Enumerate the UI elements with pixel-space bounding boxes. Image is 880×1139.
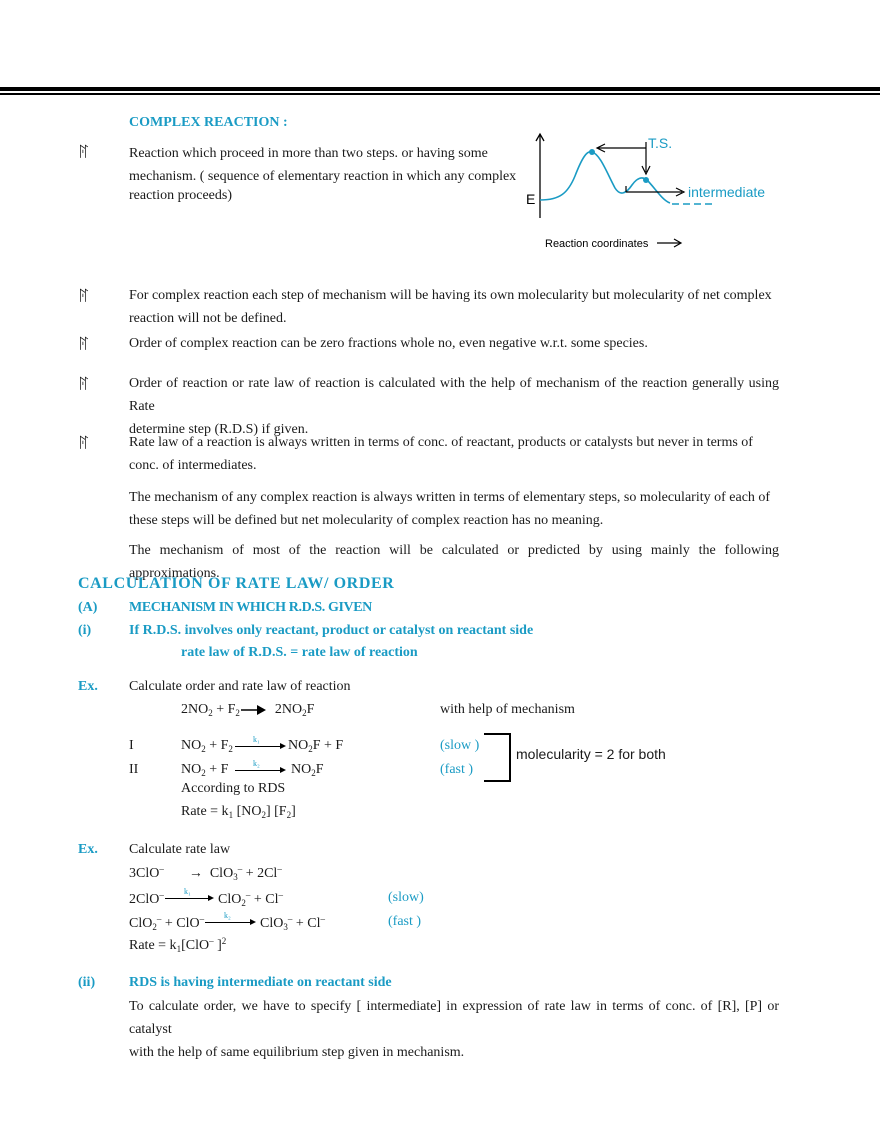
example2-rate-expression: Rate = k1[ClO– ]2 xyxy=(129,936,227,954)
example-label: Ex. xyxy=(78,842,98,857)
example2-overall-reaction: 3ClO– → ClO3– + 2Cl– xyxy=(129,864,282,882)
paragraph-approximations: The mechanism of most of the reaction wi… xyxy=(129,543,779,581)
line: Reaction which proceed in more than two … xyxy=(129,146,488,161)
ex2-step2-fast: (fast ) xyxy=(388,914,422,929)
line: Order of reaction or rate law of reactio… xyxy=(129,376,779,414)
sub-i-label: (i) xyxy=(78,623,92,638)
pointer-intermediate-arrowhead xyxy=(675,187,686,197)
intermediate-label: intermediate xyxy=(688,184,765,200)
example-label: Ex. xyxy=(78,679,98,694)
step1-slow: (slow ) xyxy=(440,738,480,753)
line: For complex reaction each step of mechan… xyxy=(129,288,772,303)
line: reaction proceeds) xyxy=(129,188,232,203)
sub-i-title: If R.D.S. involves only reactant, produc… xyxy=(129,623,534,638)
paragraph-order: Order of complex reaction can be zero fr… xyxy=(129,336,648,351)
step1-arrowhead xyxy=(280,743,286,749)
paragraph-sub-ii: To calculate order, we have to specify [… xyxy=(129,995,779,1064)
heading-complex-reaction: COMPLEX REACTION : xyxy=(129,115,288,130)
ex2-step2-products: ClO3– + Cl– xyxy=(260,914,325,932)
ex2-step2-arrowhead xyxy=(250,919,256,925)
paragraph-molecularity: For complex reaction each step of mechan… xyxy=(129,284,779,330)
rate-constant-k2: k₂ xyxy=(253,759,260,768)
example1-mechanism-note: with help of mechanism xyxy=(440,702,575,717)
x-axis-label: Reaction coordinates xyxy=(545,238,649,250)
molecularity-note: molecularity = 2 for both xyxy=(516,746,666,762)
reaction-arrow-icon xyxy=(241,705,266,715)
intermediate-point xyxy=(643,177,649,183)
line: mechanism. ( sequence of elementary reac… xyxy=(129,169,517,184)
x-axis-arrowhead xyxy=(673,238,683,248)
paragraph-intermediates: Rate law of a reaction is always written… xyxy=(129,431,779,477)
bullet-icon: ꊮ xyxy=(78,437,90,453)
example1-rate-expression: Rate = k1 [NO2] [F2] xyxy=(181,804,296,820)
rate-constant-k2: k₂ xyxy=(224,911,231,920)
paragraph-complex-definition: Reaction which proceed in more than two … xyxy=(129,142,516,207)
line: reaction will not be defined. xyxy=(129,311,287,326)
according-to-rds: According to RDS xyxy=(181,781,286,796)
example2-title: Calculate rate law xyxy=(129,842,231,857)
line: determine step (R.D.S) if given. xyxy=(129,422,309,437)
line: these steps will be defined but net mole… xyxy=(129,513,604,528)
line: with the help of same equilibrium step g… xyxy=(129,1045,465,1060)
bullet-icon: ꊮ xyxy=(78,290,90,306)
ts-label: T.S. xyxy=(648,135,672,151)
line: The mechanism of any complex reaction is… xyxy=(129,490,771,505)
section-a-title: MECHANISM IN WHICH R.D.S. GIVEN xyxy=(129,600,372,615)
step1-arrow-line xyxy=(235,746,281,747)
heading-calculation: CALCULATION OF RATE LAW/ ORDER xyxy=(78,575,395,592)
ex2-step2-reactants: ClO2– + ClO– xyxy=(129,914,205,932)
example1-overall-reaction: 2NO2 + F2 2NO2F xyxy=(181,702,315,718)
ex2-step1-products: ClO2– + Cl– xyxy=(218,890,283,908)
example1-title: Calculate order and rate law of reaction xyxy=(129,679,351,694)
header-rule-thin xyxy=(0,93,880,95)
step2-arrowhead xyxy=(280,767,286,773)
step1-reactants: NO2 + F2 xyxy=(181,738,233,754)
line: Rate law of a reaction is always written… xyxy=(129,435,753,450)
rate-constant-k1: k₁ xyxy=(184,887,191,896)
pointer-ts-arrowhead xyxy=(595,143,606,153)
line: To calculate order, we have to specify [… xyxy=(129,999,779,1037)
transition-state-point xyxy=(589,149,595,155)
step1-label: I xyxy=(129,738,134,753)
sub-ii-title: RDS is having intermediate on reactant s… xyxy=(129,975,392,990)
ex2-step1-slow: (slow) xyxy=(388,890,424,905)
y-axis-arrowhead xyxy=(535,132,545,142)
bullet-icon: ꊮ xyxy=(78,378,90,394)
ex2-step2-arrow-line xyxy=(205,922,251,923)
step2-label: II xyxy=(129,762,139,777)
step2-reactants: NO2 + F xyxy=(181,762,229,778)
sub-ii-label: (ii) xyxy=(78,975,96,990)
ex2-step1-arrow-line xyxy=(165,898,209,899)
step2-products: NO2F xyxy=(291,762,324,778)
step1-products: NO2F + F xyxy=(288,738,344,754)
step2-arrow-line xyxy=(235,770,281,771)
step2-fast: (fast ) xyxy=(440,762,474,777)
line: conc. of intermediates. xyxy=(129,458,257,473)
sub-i-rule: rate law of R.D.S. = rate law of reactio… xyxy=(181,645,418,660)
bullet-icon: ꊮ xyxy=(78,338,90,354)
paragraph-rate-law: Order of reaction or rate law of reactio… xyxy=(129,372,779,441)
ex2-step1-reactants: 2ClO– xyxy=(129,890,164,907)
pointer-int-arrowhead xyxy=(641,165,651,176)
energy-profile-diagram: E T.S. intermediate Reaction coordinates xyxy=(526,132,765,250)
bullet-icon: ꊮ xyxy=(78,146,90,162)
paragraph-mechanism-steps: The mechanism of any complex reaction is… xyxy=(129,486,779,532)
rate-constant-k1: k₁ xyxy=(253,735,260,744)
energy-axis-label: E xyxy=(526,191,535,207)
header-rule-thick xyxy=(0,87,880,91)
energy-curve xyxy=(539,150,671,204)
bracket-icon xyxy=(484,733,511,782)
ex2-step1-arrowhead xyxy=(208,895,214,901)
section-a-label: (A) xyxy=(78,600,98,615)
